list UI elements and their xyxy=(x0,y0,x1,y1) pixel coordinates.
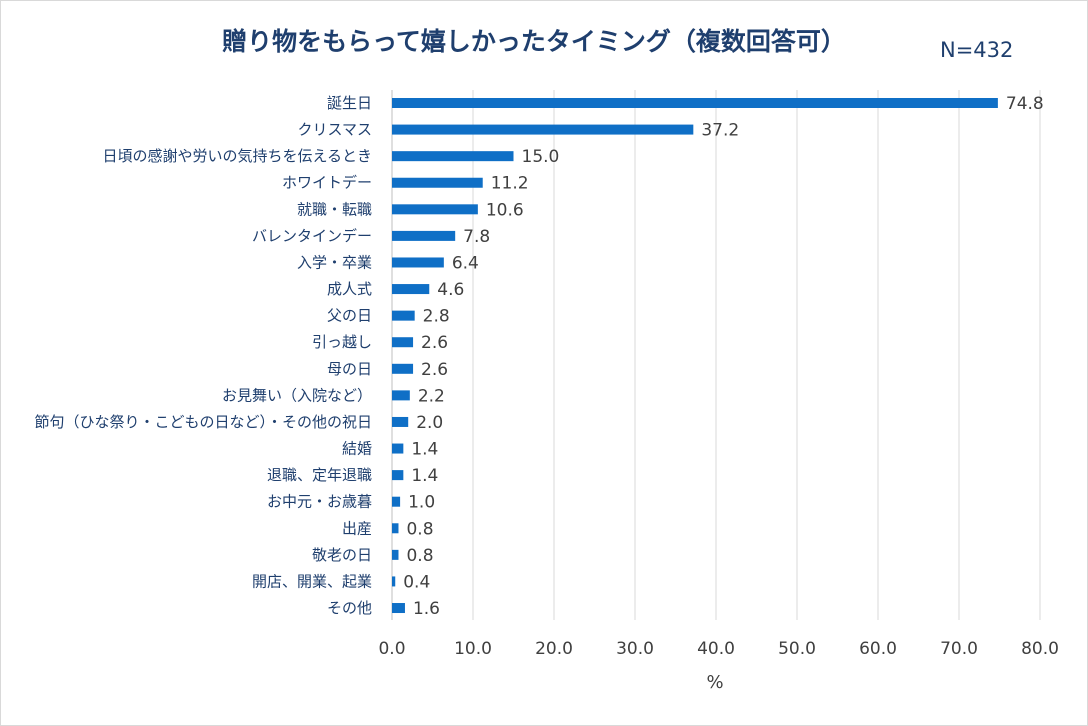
category-label: 日頃の感謝や労いの気持ちを伝えるとき xyxy=(102,147,372,165)
category-label: 母の日 xyxy=(327,360,372,378)
category-label: 引っ越し xyxy=(312,333,372,351)
x-tick-label: 70.0 xyxy=(940,639,978,659)
bar xyxy=(392,496,401,507)
category-label: その他 xyxy=(327,599,372,617)
category-label: 入学・卒業 xyxy=(297,253,372,271)
bar xyxy=(392,284,430,295)
x-tick-label: 10.0 xyxy=(454,639,492,659)
value-label: 7.8 xyxy=(463,227,490,247)
x-tick-label: 0.0 xyxy=(378,639,405,659)
category-label: バレンタインデー xyxy=(252,227,372,245)
value-label: 0.4 xyxy=(403,572,430,592)
bar xyxy=(392,204,478,215)
category-label: 成人式 xyxy=(327,280,372,298)
category-label: クリスマス xyxy=(297,121,372,139)
value-label: 1.4 xyxy=(411,466,438,486)
x-tick-label: 50.0 xyxy=(778,639,816,659)
x-tick-label: 40.0 xyxy=(697,639,735,659)
category-label: 開店、開業、起業 xyxy=(252,572,372,590)
value-label: 10.6 xyxy=(486,200,524,220)
value-label: 2.6 xyxy=(421,333,448,353)
category-label: 出産 xyxy=(342,519,372,537)
x-tick-label: 60.0 xyxy=(859,639,897,659)
bar xyxy=(392,603,405,614)
bar xyxy=(392,151,514,162)
value-label: 2.6 xyxy=(421,360,448,380)
bar xyxy=(392,124,694,135)
value-label: 1.6 xyxy=(413,599,440,619)
chart-title: 贈り物をもらって嬉しかったタイミング（複数回答可） xyxy=(0,22,1088,58)
x-axis-label: % xyxy=(706,672,724,693)
bar xyxy=(392,390,410,401)
value-label: 4.6 xyxy=(437,280,464,300)
category-label: 敬老の日 xyxy=(312,546,372,564)
category-label: ホワイトデー xyxy=(282,174,372,192)
value-label: 0.8 xyxy=(406,519,433,539)
category-label: 誕生日 xyxy=(327,94,372,112)
x-tick-label: 20.0 xyxy=(535,639,573,659)
bar xyxy=(392,443,404,454)
value-label: 15.0 xyxy=(522,147,560,167)
bar xyxy=(392,363,414,374)
bar xyxy=(392,177,483,188)
bar xyxy=(392,416,409,427)
value-label: 1.0 xyxy=(408,493,435,513)
bar xyxy=(392,576,396,587)
category-label: お見舞い（入院など） xyxy=(222,386,372,404)
bar xyxy=(392,257,444,268)
bar xyxy=(392,523,399,534)
value-label: 11.2 xyxy=(491,174,529,194)
value-label: 37.2 xyxy=(701,121,739,141)
bar xyxy=(392,549,399,560)
bar xyxy=(392,98,998,108)
category-label: 節句（ひな祭り・こどもの日など）・その他の祝日 xyxy=(34,413,372,431)
bar xyxy=(392,337,414,348)
x-tick-label: 80.0 xyxy=(1021,639,1059,659)
chart-title-text: 贈り物をもらって嬉しかったタイミング（複数回答可） xyxy=(222,27,846,56)
x-tick-label: 30.0 xyxy=(616,639,654,659)
category-label: 結婚 xyxy=(342,440,372,458)
bar xyxy=(392,310,415,321)
sample-size: N=432 xyxy=(940,38,1014,62)
value-label: 0.8 xyxy=(406,546,433,566)
value-label: 6.4 xyxy=(452,253,479,273)
category-label: お中元・お歳暮 xyxy=(267,493,372,511)
value-label: 2.8 xyxy=(423,307,450,327)
value-label: 74.8 xyxy=(1006,94,1044,114)
bar xyxy=(392,470,404,481)
value-label: 2.0 xyxy=(416,413,443,433)
category-label: 父の日 xyxy=(327,307,372,325)
category-label: 退職、定年退職 xyxy=(267,466,372,484)
category-label: 就職・転職 xyxy=(297,200,372,218)
bar xyxy=(392,230,456,241)
value-label: 2.2 xyxy=(418,386,445,406)
value-label: 1.4 xyxy=(411,440,438,460)
